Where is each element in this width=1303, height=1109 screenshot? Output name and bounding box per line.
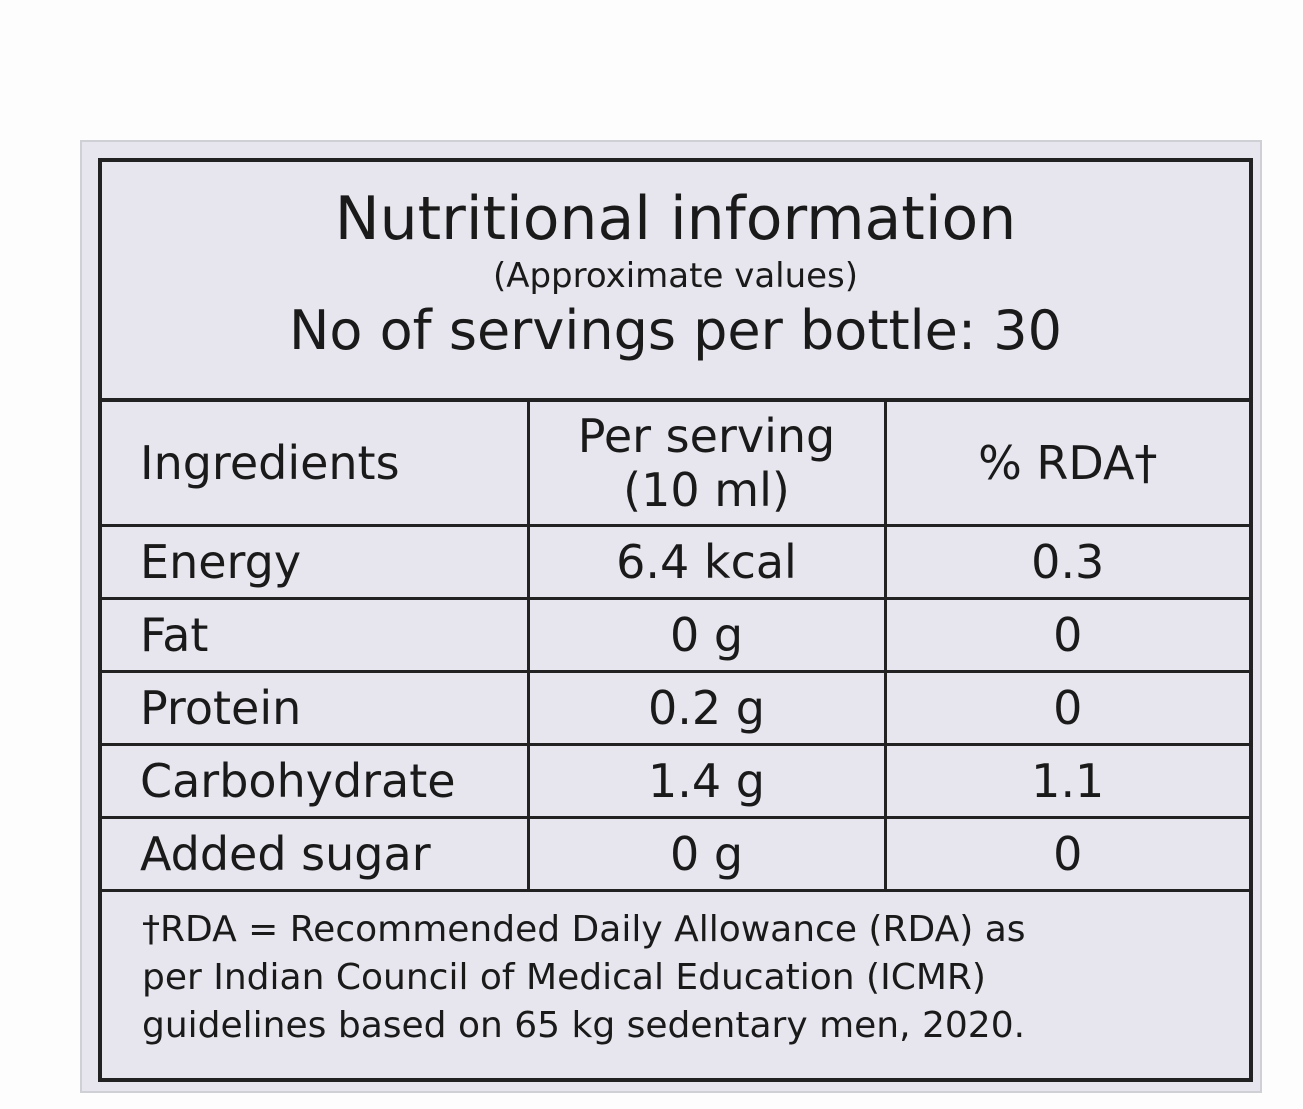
subtitle: (Approximate values) — [492, 256, 859, 296]
table-cell: 6.4 kcal — [526, 524, 887, 600]
table-cell: 0 — [883, 816, 1249, 892]
column-header: Ingredients — [102, 402, 530, 527]
label-frame: Nutritional information (Approximate val… — [98, 158, 1253, 1082]
table-cell: Energy — [102, 524, 530, 600]
table-cell: 1.1 — [883, 743, 1249, 819]
column-header: % RDA† — [883, 402, 1249, 527]
nutrition-table: Ingredients Per serving (10 ml)% RDA† Ener… — [102, 402, 1249, 892]
footnote-line: †RDA = Recommended Daily Allowance (RDA)… — [142, 909, 1026, 950]
table-cell: 0 g — [526, 816, 887, 892]
header-row: Ingredients Per serving (10 ml)% RDA† — [102, 402, 1249, 527]
table-cell: 0.2 g — [526, 670, 887, 746]
table-cell: 0 g — [526, 597, 887, 673]
table-cell: 0 — [883, 597, 1249, 673]
column-header: Per serving (10 ml) — [526, 402, 887, 527]
label: Nutritional information (Approximate val… — [80, 140, 1262, 1093]
table-cell: Added sugar — [102, 816, 530, 892]
servings: No of servings per bottle: 30 — [289, 299, 1062, 362]
table-cell: Carbohydrate — [102, 743, 530, 819]
footnote-line: guidelines based on 65 kg sedentary men,… — [142, 1005, 1026, 1046]
table-row: Carbohydrate 1.4 g 1.1 — [102, 743, 1249, 819]
table-row: Energy 6.4 kcal 0.3 — [102, 524, 1249, 600]
footnote-line: per Indian Council of Medical Education … — [142, 957, 986, 998]
table-cell: 1.4 g — [526, 743, 887, 819]
title: Nutritional information — [334, 184, 1017, 254]
table-cell: Fat — [102, 597, 530, 673]
header: Nutritional information (Approximate val… — [102, 162, 1249, 402]
table-cell: Protein — [102, 670, 530, 746]
table-cell: 0.3 — [883, 524, 1249, 600]
table-cell: 0 — [883, 670, 1249, 746]
footnote: †RDA = Recommended Daily Allowance (RDA)… — [102, 892, 1249, 1050]
